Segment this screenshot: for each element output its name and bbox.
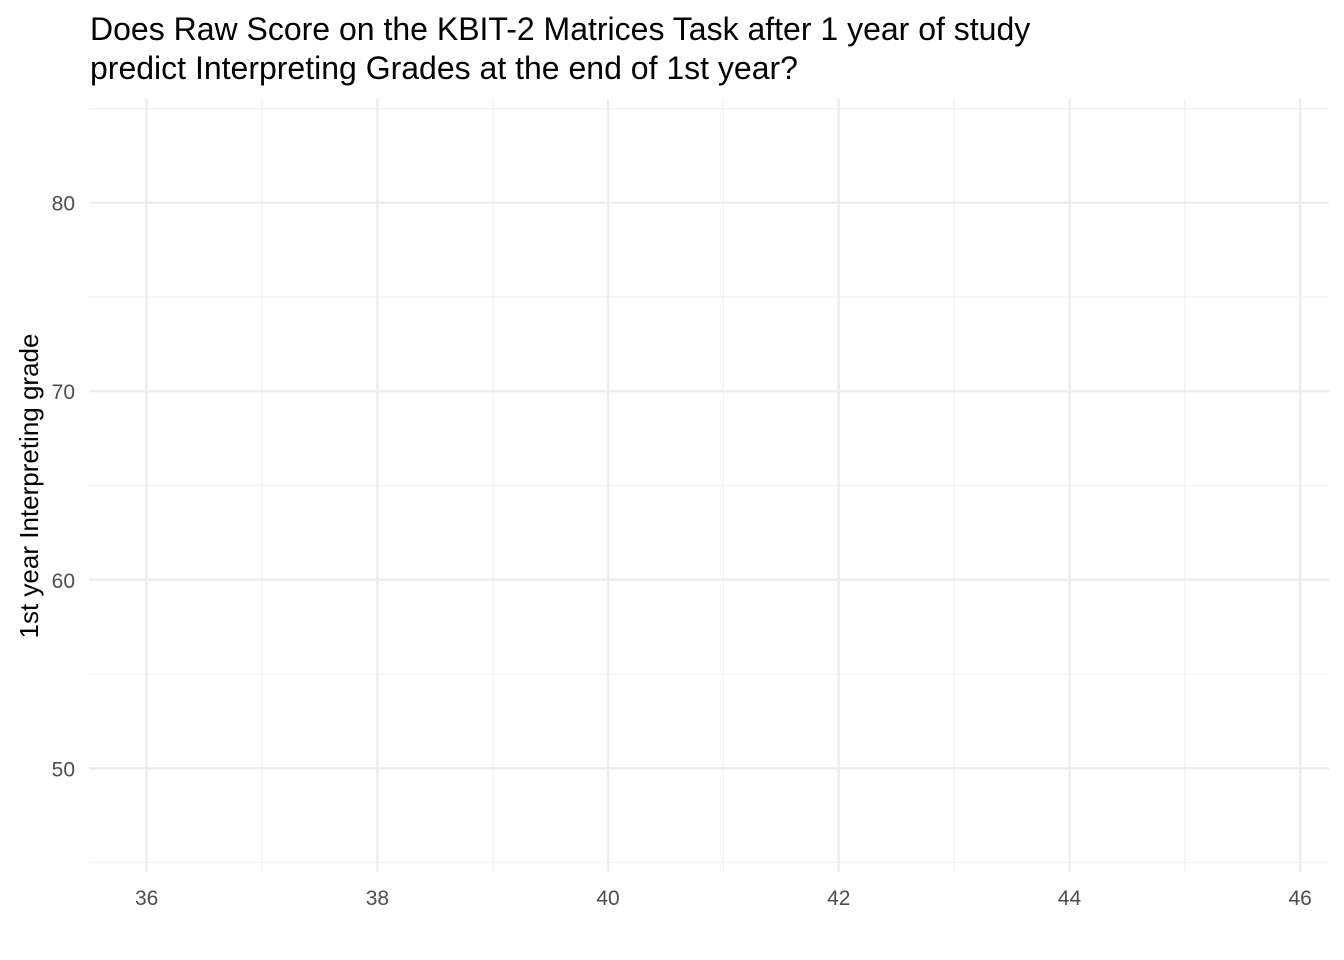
x-tick-label: 42 [827, 887, 850, 910]
x-axis-tick-labels: 36 38 40 42 44 46 [135, 887, 1312, 910]
y-tick-label: 70 [52, 381, 75, 404]
y-axis-tick-labels: 50 60 70 80 [52, 193, 75, 782]
x-tick-label: 44 [1058, 887, 1082, 910]
major-gridlines [89, 99, 1329, 872]
x-tick-label: 46 [1288, 887, 1311, 910]
chart-title-line-1: Does Raw Score on the KBIT-2 Matrices Ta… [90, 11, 1031, 47]
x-tick-label: 40 [596, 887, 619, 910]
y-axis-label: 1st year Interpreting grade [14, 334, 44, 639]
y-tick-label: 80 [52, 193, 75, 216]
chart-title-line-2: predict Interpreting Grades at the end o… [90, 50, 798, 86]
x-tick-label: 36 [135, 887, 158, 910]
x-tick-label: 38 [366, 887, 389, 910]
y-tick-label: 50 [52, 758, 75, 781]
y-tick-label: 60 [52, 570, 75, 593]
minor-gridlines [89, 99, 1329, 872]
